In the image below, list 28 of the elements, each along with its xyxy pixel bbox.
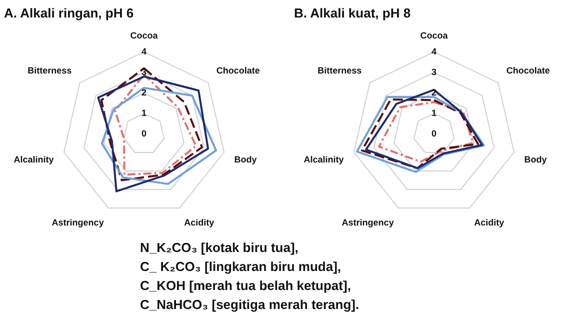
spoke-label: Astringency: [342, 217, 394, 228]
chart-title: A. Alkali ringan, pH 6: [4, 5, 134, 20]
y-tick-label: 1: [141, 108, 147, 118]
y-tick-label: 3: [431, 66, 437, 77]
spoke-label: Bitterness: [28, 65, 72, 76]
y-tick-label: 1: [431, 108, 437, 118]
text: C_ K₂CO₃ [lingkaran biru muda],: [140, 258, 342, 276]
spoke-label: Astringency: [52, 217, 104, 228]
y-tick-label: 0: [141, 128, 147, 138]
spoke-label: Bitterness: [318, 65, 362, 76]
y-tick-label: 4: [141, 46, 147, 56]
text: C_KOH [merah tua belah ketupat],: [140, 277, 352, 295]
spoke-label: Body: [524, 154, 547, 164]
chart-title: B. Alkali kuat, pH 8: [294, 5, 411, 20]
y-tick-label: 4: [431, 46, 437, 56]
y-tick-label: 0: [431, 128, 437, 138]
spoke-label: Alcalinity: [14, 154, 54, 164]
spoke-label: Chocolate: [216, 65, 260, 76]
spoke-label: Body: [234, 154, 257, 164]
text: C_NaHCO₃ [segitiga merah terang].: [140, 296, 360, 314]
y-tick-label: 2: [141, 87, 147, 98]
spoke-label: Acidity: [184, 217, 214, 228]
spoke-label: Acidity: [474, 217, 504, 228]
spoke-label: Cocoa: [420, 30, 449, 40]
text: N_K₂CO₃ [kotak biru tua],: [140, 239, 300, 257]
spoke-label: Chocolate: [506, 65, 550, 76]
spoke-label: Cocoa: [130, 30, 159, 40]
spoke-label: Alcalinity: [304, 154, 344, 164]
